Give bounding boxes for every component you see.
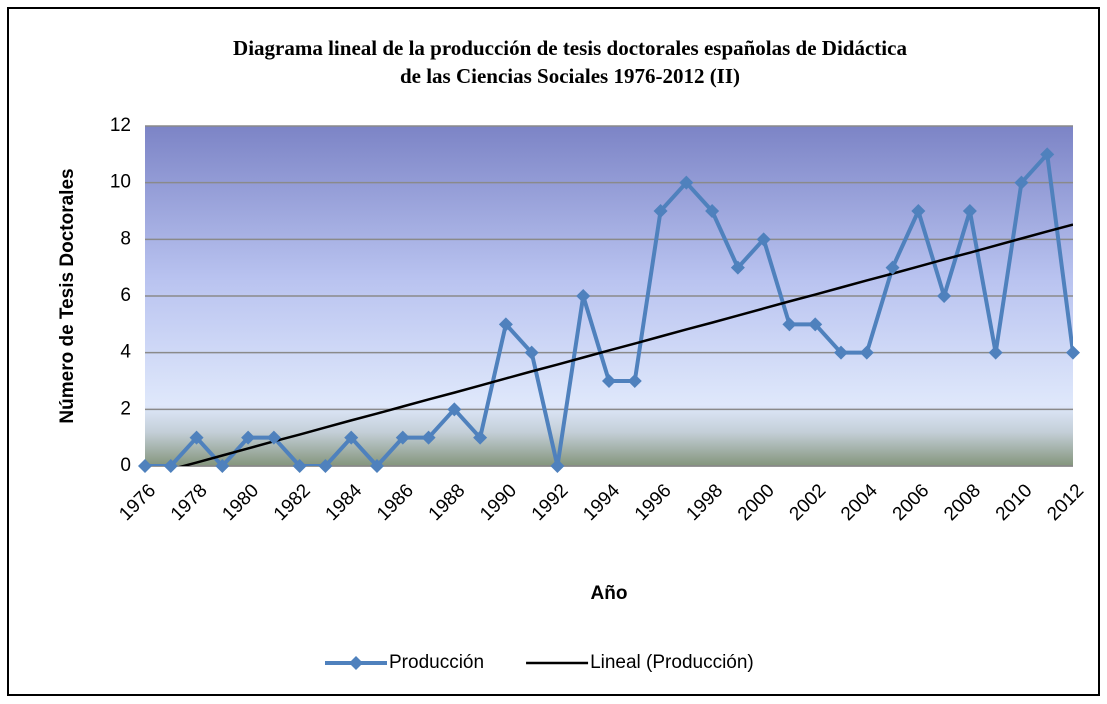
data-point bbox=[1014, 175, 1029, 190]
data-point bbox=[395, 430, 410, 445]
data-point bbox=[756, 232, 771, 247]
chart-title: Diagrama lineal de la producción de tesi… bbox=[233, 36, 907, 60]
data-point bbox=[189, 430, 204, 445]
y-tick-label: 4 bbox=[120, 342, 131, 363]
legend-label: Lineal (Producción) bbox=[590, 652, 754, 673]
data-point bbox=[937, 289, 952, 303]
data-point bbox=[266, 430, 281, 445]
data-point bbox=[988, 345, 1003, 360]
data-point bbox=[859, 345, 874, 360]
data-point bbox=[834, 345, 848, 360]
data-point bbox=[885, 260, 900, 275]
data-point bbox=[627, 374, 642, 388]
data-point bbox=[292, 459, 307, 473]
data-point bbox=[576, 289, 591, 303]
y-tick-label: 0 bbox=[120, 455, 131, 476]
data-point bbox=[447, 402, 462, 417]
data-point bbox=[498, 317, 513, 332]
x-axis-title: Año bbox=[591, 583, 628, 604]
data-point bbox=[602, 374, 616, 388]
data-point bbox=[782, 317, 797, 332]
y-tick-label: 8 bbox=[120, 228, 131, 249]
legend-label: Producción bbox=[389, 652, 484, 673]
data-point bbox=[962, 204, 977, 218]
legend-marker bbox=[349, 656, 363, 670]
data-point bbox=[705, 204, 720, 218]
data-point bbox=[318, 459, 333, 473]
data-point bbox=[370, 459, 384, 473]
data-point bbox=[550, 459, 565, 473]
data-point bbox=[241, 430, 256, 445]
y-tick-label: 10 bbox=[110, 172, 131, 193]
y-axis-title: Número de Tesis Doctorales bbox=[57, 168, 78, 423]
data-point bbox=[653, 204, 668, 218]
y-tick-label: 6 bbox=[120, 285, 131, 306]
data-point bbox=[138, 459, 152, 473]
data-point bbox=[344, 430, 359, 445]
data-point bbox=[1066, 345, 1080, 360]
data-point bbox=[524, 345, 539, 360]
y-tick-label: 12 bbox=[110, 115, 131, 136]
data-point bbox=[473, 430, 488, 445]
data-point bbox=[1040, 147, 1055, 162]
data-point bbox=[730, 260, 745, 275]
data-point bbox=[808, 317, 823, 332]
data-point bbox=[421, 430, 436, 445]
data-point bbox=[163, 459, 178, 473]
series-line bbox=[178, 223, 1073, 466]
chart-title: de las Ciencias Sociales 1976-2012 (II) bbox=[400, 64, 740, 88]
y-tick-label: 2 bbox=[120, 398, 131, 419]
data-point bbox=[215, 459, 230, 473]
data-point bbox=[911, 204, 926, 218]
data-point bbox=[679, 175, 694, 190]
